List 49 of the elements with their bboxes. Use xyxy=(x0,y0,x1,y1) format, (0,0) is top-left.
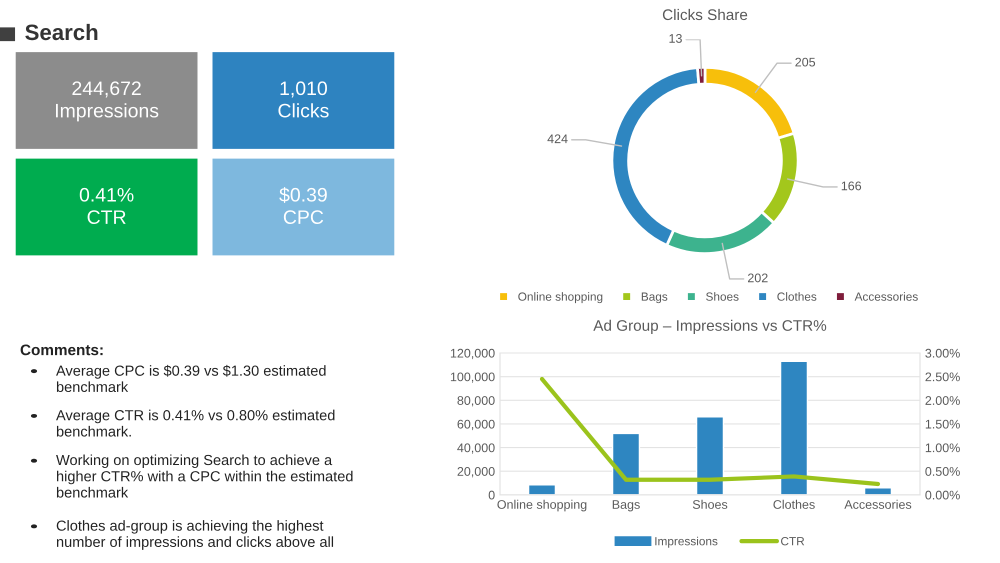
chart-title: Ad Group – Impressions vs CTR% xyxy=(593,320,826,334)
y-tick-label: 80,000 xyxy=(457,396,495,406)
text: Clothes ad-group is achieving the highest number of impressions and clicks above all xyxy=(56,520,334,550)
text: Comments: xyxy=(20,344,103,356)
x-tick-label: Accessories xyxy=(844,500,912,509)
y2-tick-label: 3.00% xyxy=(925,348,960,358)
data-label: 424 xyxy=(547,134,568,144)
bar xyxy=(528,484,556,495)
chart-title: Clicks Share xyxy=(662,8,748,20)
text: $0.39 CPC xyxy=(279,187,327,224)
y-tick-label: 100,000 xyxy=(450,372,495,383)
x-tick-label: Online shopping xyxy=(497,500,586,512)
text: Working on optimizing Search to achieve a higher CTR% with a CPC within the estimated benchmark xyxy=(56,454,353,498)
y-tick-label: 40,000 xyxy=(457,443,495,454)
x-tick-label: Bags xyxy=(612,500,640,512)
legend-label: Impressions xyxy=(655,536,718,548)
bar xyxy=(696,416,724,495)
bar xyxy=(780,360,808,495)
text: 1,010 Clicks xyxy=(278,81,329,118)
legend-label: Bags xyxy=(642,292,668,304)
legend-label: CTR xyxy=(781,537,804,546)
y-tick-label: 120,000 xyxy=(450,348,495,360)
legend-label: Online shopping xyxy=(518,292,602,304)
x-tick-label: Shoes xyxy=(692,500,728,509)
text: Average CTR is 0.41% vs 0.80% estimated benchmark. xyxy=(56,410,334,437)
text: Average CPC is $0.39 vs $1.30 estimated benchmark xyxy=(56,364,326,392)
data-label: 205 xyxy=(795,58,816,67)
legend-label: Accessories xyxy=(854,292,918,301)
data-label: 202 xyxy=(748,273,768,282)
y2-tick-label: 1.50% xyxy=(926,420,960,429)
text: 0.41% CTR xyxy=(80,188,134,224)
text: 244,672 Impressions xyxy=(56,81,158,122)
x-tick-label: Clothes xyxy=(773,500,815,509)
y-tick-label: 60,000 xyxy=(458,420,495,430)
y2-tick-label: 0.00% xyxy=(925,490,960,500)
bar xyxy=(612,432,640,495)
y2-tick-label: 2.50% xyxy=(925,372,960,382)
y-tick-label: 0 xyxy=(488,490,495,500)
y2-tick-label: 0.50% xyxy=(925,467,960,476)
line-series xyxy=(540,376,880,486)
legend-label: Clothes xyxy=(777,292,816,301)
y-tick-label: 20,000 xyxy=(458,467,495,478)
data-label: 166 xyxy=(842,181,862,190)
data-label: 13 xyxy=(669,34,682,43)
y2-tick-label: 1.00% xyxy=(926,443,960,452)
bar xyxy=(864,487,892,495)
legend-label: Shoes xyxy=(706,292,739,301)
y2-tick-label: 2.00% xyxy=(925,396,960,405)
text: Search xyxy=(25,24,98,40)
